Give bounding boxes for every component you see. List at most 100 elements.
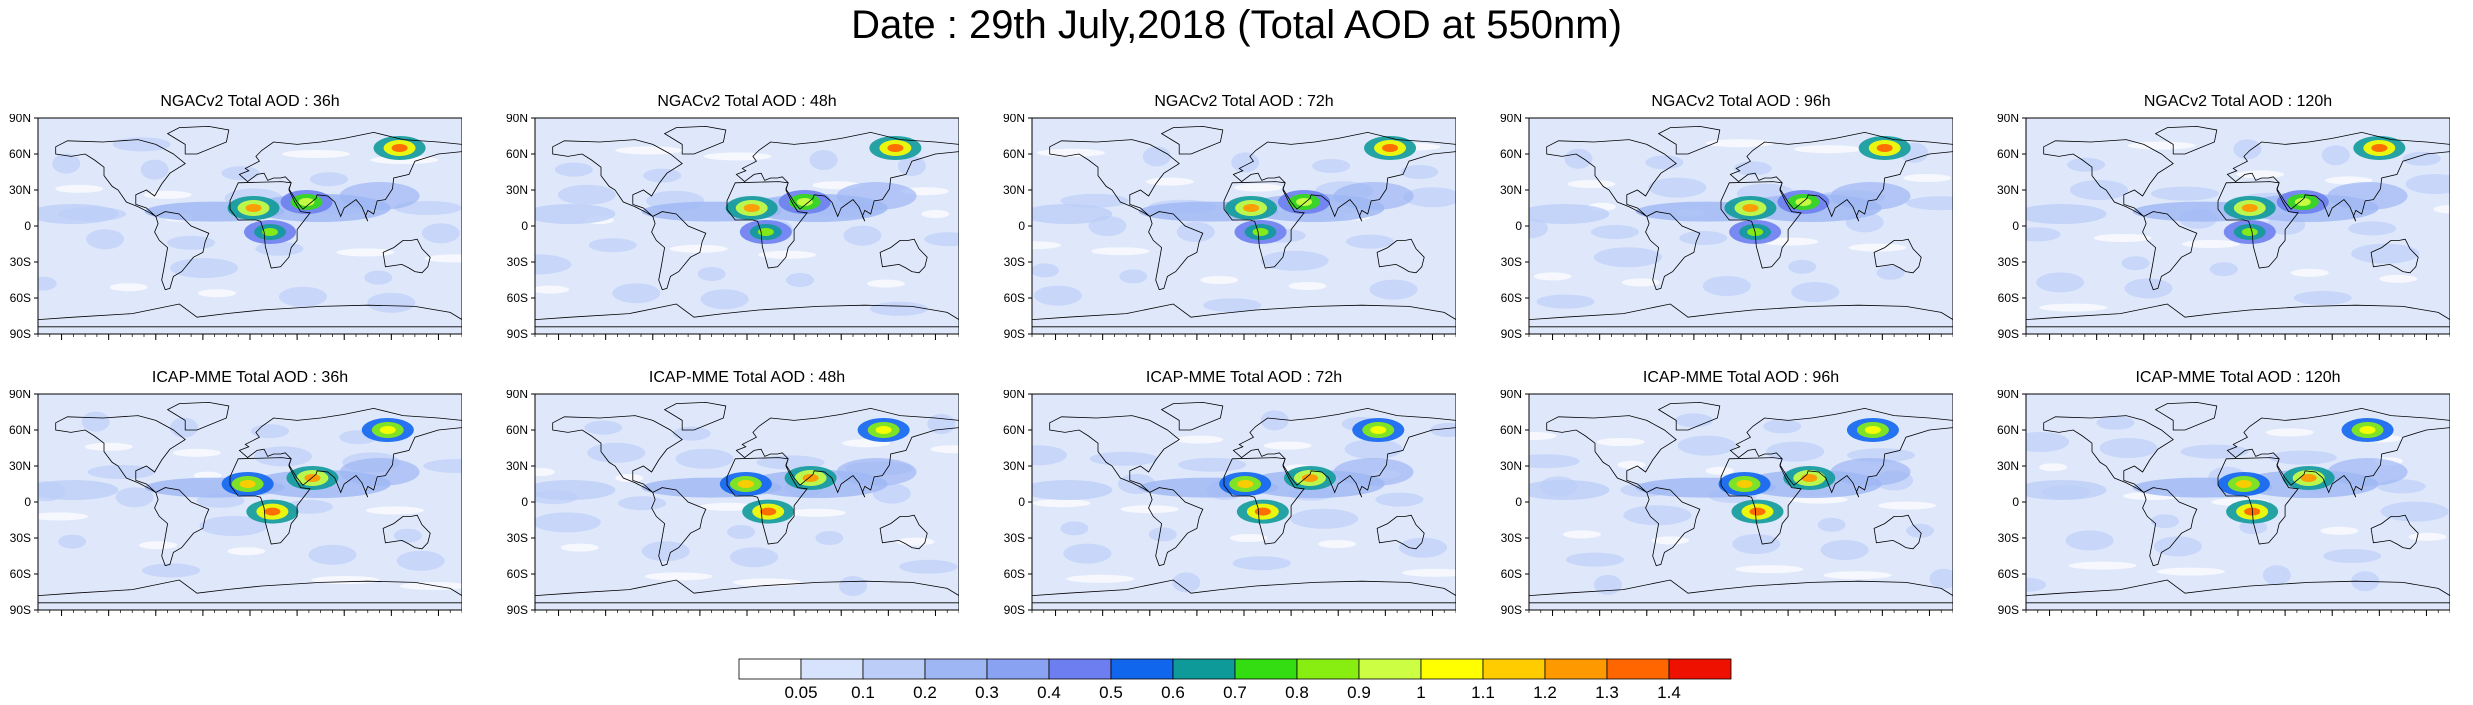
aod-patch xyxy=(142,563,201,578)
aod-patch xyxy=(1032,499,1091,508)
aod-patch xyxy=(1563,530,1601,539)
coastline-australia xyxy=(879,238,928,274)
aod-field xyxy=(38,401,462,604)
aod-patch xyxy=(167,235,216,250)
lat-label: 0 xyxy=(2012,495,2019,509)
aod-patch xyxy=(1260,410,1289,431)
aod-patch xyxy=(281,150,350,158)
colorbar-box xyxy=(1544,658,1608,680)
aod-patch xyxy=(1763,419,1802,434)
map-panel: NGACv2 Total AOD : 48h 90N 60N 30N 0 30S 60S 90… xyxy=(497,90,959,340)
lat-label: 0 xyxy=(24,219,31,233)
lat-label: 60N xyxy=(1997,423,2019,437)
aod-patch xyxy=(2121,256,2150,271)
aod-band xyxy=(1032,480,1113,500)
aod-patch xyxy=(112,137,171,152)
aod-siberia-smoke xyxy=(875,426,892,434)
aod-central-africa-smoke xyxy=(1254,507,1271,516)
aod-patch xyxy=(557,184,616,205)
aod-patch xyxy=(1312,159,1351,173)
lat-label: 30N xyxy=(1003,459,1025,473)
aod-patch xyxy=(703,152,772,161)
lat-label: 30S xyxy=(507,255,528,269)
aod-patch xyxy=(2065,530,2114,551)
aod-patch xyxy=(198,289,237,298)
aod-patch xyxy=(815,531,844,545)
lat-label: 30N xyxy=(506,459,528,473)
lat-label: 30N xyxy=(9,183,31,197)
coastline-south-america xyxy=(1148,211,1204,291)
lat-label: 60S xyxy=(507,567,528,581)
colorbar-box xyxy=(1048,658,1112,680)
lat-label: 30S xyxy=(1004,255,1025,269)
lat-label: 60S xyxy=(10,567,31,581)
aod-patch xyxy=(2402,151,2441,166)
aod-patch xyxy=(1063,543,1112,564)
coastline-eurasia-africa xyxy=(229,407,462,545)
aod-patch xyxy=(899,559,958,574)
aod-patch xyxy=(700,289,749,310)
aod-patch xyxy=(1791,282,1840,302)
lat-label: 0 xyxy=(1515,219,1522,233)
aod-patch xyxy=(115,487,154,508)
lat-label: 60S xyxy=(1004,291,1025,305)
lat-label: 60N xyxy=(9,423,31,437)
colorbar-box xyxy=(924,658,988,680)
aod-band xyxy=(339,458,420,486)
coastline-antarctica xyxy=(1529,303,1953,328)
aod-patch xyxy=(535,285,570,294)
aod-patch xyxy=(2236,170,2285,179)
map-panel: NGACv2 Total AOD : 72h 90N 60N 30N 0 30S 60S 90… xyxy=(994,90,1456,340)
lat-label: 90S xyxy=(1998,603,2019,616)
aod-patch xyxy=(1567,180,1616,188)
aod-patch xyxy=(1621,278,1660,287)
aod-patch xyxy=(364,270,393,285)
aod-patch xyxy=(1906,196,1953,211)
aod-patch xyxy=(38,512,89,521)
aod-field xyxy=(1032,125,1456,328)
aod-west-africa-dust xyxy=(743,204,760,212)
aod-patch xyxy=(1401,568,1456,577)
coastline-greenland xyxy=(166,125,230,155)
aod-patch xyxy=(396,550,445,571)
coastline-greenland xyxy=(1160,125,1224,155)
coastline-north-america xyxy=(552,415,683,493)
aod-siberia-smoke xyxy=(887,144,904,152)
aod-patch xyxy=(1142,146,1171,167)
aod-patch xyxy=(84,442,133,451)
coastline-south-america xyxy=(651,211,707,291)
coastline-south-america xyxy=(2142,487,2198,567)
aod-patch xyxy=(2405,174,2450,194)
aod-patch xyxy=(1091,247,1150,256)
aod-patch xyxy=(255,241,304,256)
colorbar-label: 0.3 xyxy=(975,683,999,700)
aod-patch xyxy=(424,254,462,263)
aod-band xyxy=(2026,480,2107,500)
coastline-greenland xyxy=(2154,401,2218,431)
lat-label: 90S xyxy=(1998,327,2019,340)
aod-band xyxy=(1830,458,1911,486)
aod-west-africa-dust xyxy=(1237,480,1254,488)
aod-patch xyxy=(1766,441,1825,462)
aod-patch xyxy=(787,508,846,517)
aod-band xyxy=(339,182,420,210)
aod-patch xyxy=(2153,536,2202,557)
coastline-australia xyxy=(1873,514,1922,550)
lat-label: 60N xyxy=(1500,147,1522,161)
aod-west-africa-dust xyxy=(737,480,754,488)
aod-patch xyxy=(1203,298,1262,313)
aod-field xyxy=(2026,401,2450,604)
aod-central-africa-smoke xyxy=(264,507,281,516)
aod-patch xyxy=(1529,218,1548,239)
lat-label: 0 xyxy=(1515,495,1522,509)
aod-patch xyxy=(170,258,239,278)
aod-patch xyxy=(1120,505,1179,514)
panel-title: NGACv2 Total AOD : 72h xyxy=(1154,93,1334,110)
panel-title: NGACv2 Total AOD : 96h xyxy=(1651,93,1831,110)
aod-patch xyxy=(641,541,690,562)
aod-patch xyxy=(2036,272,2085,293)
aod-patch xyxy=(1794,145,1863,154)
aod-patch xyxy=(1429,423,1456,437)
aod-patch xyxy=(1679,231,1728,245)
world-map: 90N60N30N030S60S90S160W120W80W40W040E80E… xyxy=(506,114,959,340)
